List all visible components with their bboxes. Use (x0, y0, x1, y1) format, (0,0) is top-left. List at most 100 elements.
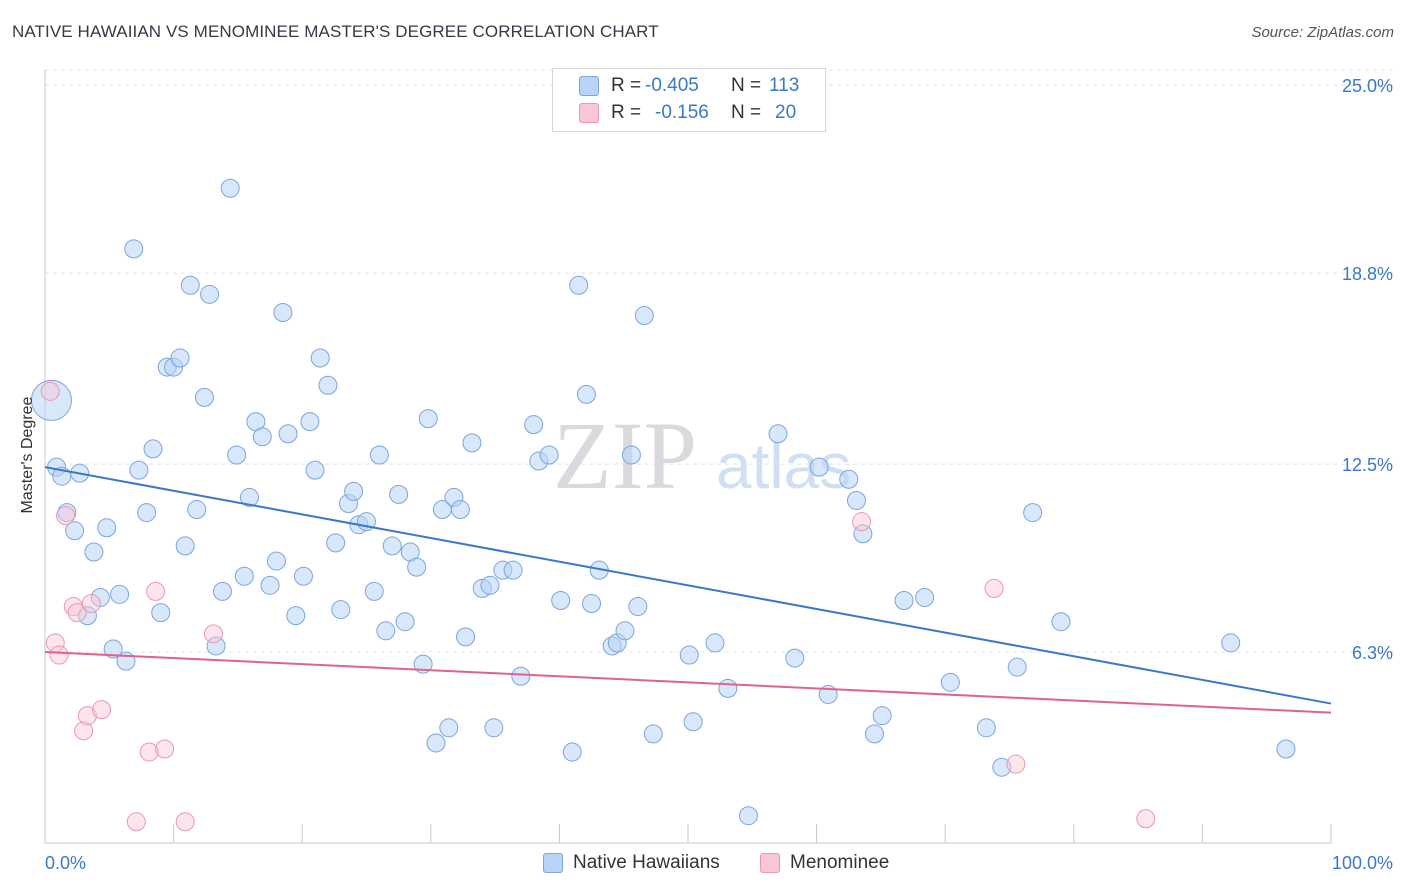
menominee-point (63, 597, 83, 617)
menominee-point (175, 812, 195, 832)
native-hawaiian-point (1051, 612, 1071, 632)
native-hawaiian-point (278, 424, 298, 444)
native-hawaiian-point (194, 387, 214, 407)
native-hawaiian-point (615, 621, 635, 641)
points-layer (30, 178, 1296, 832)
native-hawaiian-point (576, 384, 596, 404)
native-hawaiian-point (718, 678, 738, 698)
native-hawaiian-point (480, 575, 500, 595)
native-hawaiian-point (344, 481, 364, 501)
native-hawaiian-point (137, 503, 157, 523)
legend-item-menominee[interactable]: Menominee (760, 852, 889, 874)
native-hawaiian-point (273, 303, 293, 323)
legend-item-native-hawaiians[interactable]: Native Hawaiians (543, 852, 720, 874)
native-hawaiian-point (252, 427, 272, 447)
native-hawaiian-point (305, 460, 325, 480)
native-hawaiian-point (1007, 657, 1027, 677)
native-hawaiian-point (562, 742, 582, 762)
x-tick-label: 0.0% (45, 853, 86, 873)
native-hawaiian-point (103, 639, 123, 659)
native-hawaiian-point (621, 445, 641, 465)
native-hawaiian-point (992, 757, 1012, 777)
native-hawaiian-point (220, 178, 240, 198)
native-hawaiian-point (331, 600, 351, 620)
menominee-point (1006, 754, 1026, 774)
grid-layer (45, 69, 1394, 653)
legend-swatch-pink (579, 103, 599, 123)
legend-row-menominee: R = -0.156 N = 20 (579, 100, 796, 126)
menominee-point (1136, 809, 1156, 829)
native-hawaiian-point (170, 348, 190, 368)
native-hawaiian-point (1276, 739, 1296, 759)
menominee-point (81, 594, 101, 614)
native-hawaiian-point (310, 348, 330, 368)
trend-layer (44, 466, 1332, 714)
menominee-point (74, 721, 94, 741)
native-hawaiian-point (864, 724, 884, 744)
native-hawaiian-point (705, 633, 725, 653)
native-hawaiian-point (84, 542, 104, 562)
menominee-point (40, 381, 60, 401)
native-hawaiian-point (872, 706, 892, 726)
native-hawaiian-point (382, 536, 402, 556)
native-hawaiian-point (260, 575, 280, 595)
y-tick-label: 6.3% (1352, 643, 1393, 663)
native-hawaiian-point (110, 584, 130, 604)
native-hawaiian-point (151, 603, 171, 623)
native-hawaiian-point (539, 445, 559, 465)
legend-n-value: 113 (769, 75, 800, 96)
native-hawaiian-point (940, 672, 960, 692)
y-axis-title: Master's Degree (19, 396, 36, 513)
native-hawaiian-point (326, 533, 346, 553)
legend-r-label: R = (611, 75, 642, 96)
native-hawaiian-point (227, 445, 247, 465)
native-hawaiian-point (376, 621, 396, 641)
y-tick-label: 12.5% (1342, 455, 1393, 475)
native-hawaiian-point (839, 469, 859, 489)
legend-swatch-blue (543, 853, 563, 873)
native-hawaiian-point (97, 518, 117, 538)
legend-n-label: N = (731, 75, 762, 96)
native-hawaiian-point (1221, 633, 1241, 653)
menominee-point (155, 739, 175, 759)
native-hawaiian-point (318, 375, 338, 395)
menominee-point (984, 578, 1004, 598)
menominee-point (77, 706, 97, 726)
native-hawaiian-point (286, 606, 306, 626)
label-layer: 6.3% 12.5% 18.8% 25.0% 0.0% 100.0% (45, 76, 1393, 873)
x-tick-label: 100.0% (1332, 853, 1393, 873)
native-hawaiian-point (503, 560, 523, 580)
legend-n-label: N = (731, 102, 762, 123)
native-hawaiian-point (569, 275, 589, 295)
native-hawaiian-point (853, 524, 873, 544)
native-hawaiian-point (551, 590, 571, 610)
native-hawaiian-point (129, 460, 149, 480)
native-hawaiian-point (738, 806, 758, 826)
native-hawaiian-point (785, 648, 805, 668)
menominee-point (139, 742, 159, 762)
native-hawaiian-point (524, 415, 544, 435)
native-hawaiian-point (915, 587, 935, 607)
y-tick-label: 25.0% (1342, 76, 1393, 96)
native-hawaiian-point (450, 500, 470, 520)
legend-row-native-hawaiians: R = -0.405 N = 113 (579, 73, 799, 99)
native-hawaiian-point (407, 557, 427, 577)
native-hawaiian-point (364, 581, 384, 601)
native-hawaiian-point (300, 412, 320, 432)
native-hawaiian-point (239, 487, 259, 507)
native-hawaiian-point (180, 275, 200, 295)
y-tick-label: 18.8% (1342, 264, 1393, 284)
native-hawaiian-point (389, 484, 409, 504)
native-hawaiian-point (369, 445, 389, 465)
legend-swatch-blue (579, 76, 599, 96)
native-hawaiian-point (683, 712, 703, 732)
menominee-point (56, 506, 76, 526)
native-hawaiian-point (511, 666, 531, 686)
legend-r-label: R = (611, 102, 642, 123)
menominee-trendline (44, 651, 1332, 714)
legend-label: Menominee (790, 852, 890, 873)
menominee-point (92, 700, 112, 720)
native-hawaiian-point (1023, 503, 1043, 523)
native-hawaiian-point (124, 239, 144, 259)
